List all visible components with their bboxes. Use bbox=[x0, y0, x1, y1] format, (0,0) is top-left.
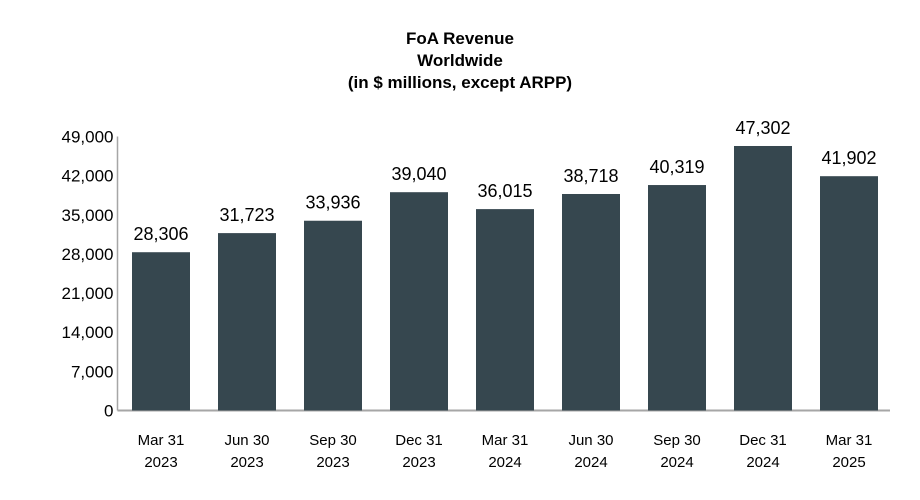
data-label: 28,306 bbox=[133, 224, 188, 244]
bar bbox=[562, 193, 620, 411]
x-tick-label-year: 2024 bbox=[660, 454, 693, 471]
x-tick-label-year: 2025 bbox=[832, 454, 865, 471]
y-tick-label: 28,000 bbox=[62, 245, 114, 264]
x-tick-label: Sep 30 bbox=[309, 432, 357, 449]
y-tick-label: 35,000 bbox=[62, 206, 114, 225]
data-label: 36,015 bbox=[477, 181, 532, 201]
bar bbox=[820, 176, 878, 411]
title-line-3: (in $ millions, except ARPP) bbox=[347, 73, 573, 92]
bar bbox=[390, 192, 448, 411]
bar bbox=[304, 220, 362, 411]
x-tick-label: Dec 31 bbox=[395, 432, 443, 449]
x-tick-label: Mar 31 bbox=[826, 432, 873, 449]
x-tick-label: Jun 30 bbox=[224, 432, 269, 449]
x-tick-label-year: 2024 bbox=[746, 454, 779, 471]
y-tick-label: 0 bbox=[104, 402, 113, 421]
x-tick-label: Mar 31 bbox=[482, 432, 529, 449]
chart-title: FoA Revenue Worldwide (in $ millions, ex… bbox=[0, 28, 920, 94]
bar bbox=[476, 209, 534, 411]
x-tick-label-year: 2023 bbox=[316, 454, 349, 471]
bar bbox=[218, 233, 276, 411]
x-tick-label: Jun 30 bbox=[568, 432, 613, 449]
data-label: 40,319 bbox=[649, 157, 704, 177]
data-label: 47,302 bbox=[735, 118, 790, 138]
x-tick-label: Dec 31 bbox=[739, 432, 787, 449]
bar bbox=[648, 185, 706, 411]
x-tick-label-year: 2024 bbox=[488, 454, 521, 471]
bar bbox=[132, 252, 190, 411]
data-label: 31,723 bbox=[219, 205, 274, 225]
data-label: 39,040 bbox=[391, 164, 446, 184]
x-tick-label-year: 2023 bbox=[230, 454, 263, 471]
x-tick-label: Mar 31 bbox=[138, 432, 185, 449]
data-label: 38,718 bbox=[563, 166, 618, 186]
data-label: 41,902 bbox=[821, 148, 876, 168]
data-label: 33,936 bbox=[305, 193, 360, 213]
x-tick-label-year: 2024 bbox=[574, 454, 607, 471]
title-line-1: FoA Revenue bbox=[405, 29, 514, 48]
bar bbox=[734, 145, 792, 411]
y-tick-label: 49,000 bbox=[62, 128, 114, 147]
x-tick-label-year: 2023 bbox=[402, 454, 435, 471]
y-tick-label: 21,000 bbox=[62, 284, 114, 303]
y-tick-label: 42,000 bbox=[62, 167, 114, 186]
x-tick-label: Sep 30 bbox=[653, 432, 701, 449]
x-tick-label-year: 2023 bbox=[144, 454, 177, 471]
y-tick-label: 14,000 bbox=[62, 323, 114, 342]
y-tick-label: 7,000 bbox=[71, 362, 114, 381]
title-line-2: Worldwide bbox=[417, 51, 503, 70]
